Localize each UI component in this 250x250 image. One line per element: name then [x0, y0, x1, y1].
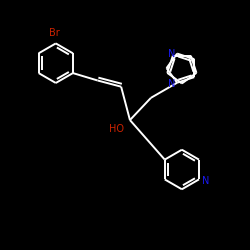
Text: N: N: [202, 176, 209, 186]
Text: N: N: [168, 48, 175, 58]
Text: HO: HO: [109, 124, 124, 134]
Text: N: N: [168, 79, 176, 89]
Text: Br: Br: [49, 28, 60, 38]
